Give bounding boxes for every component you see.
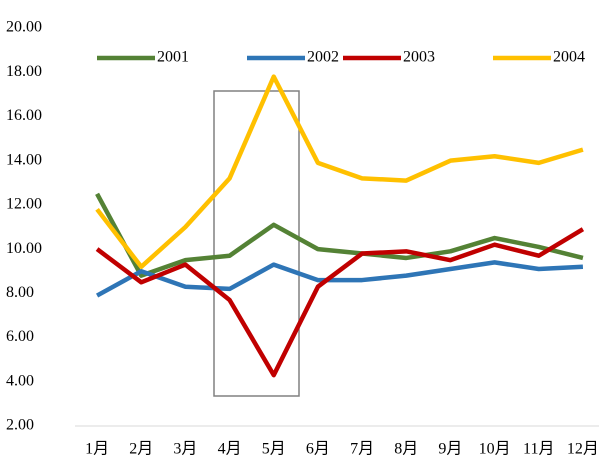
x-tick-label: 11月 [523,441,554,458]
x-tick-label: 12月 [567,441,599,458]
y-tick-label: 8.00 [6,284,34,301]
y-tick-label: 12.00 [6,196,42,213]
x-tick-label: 10月 [479,441,511,458]
x-tick-label: 4月 [218,441,242,458]
series-line [95,192,584,278]
x-tick-label: 7月 [350,441,374,458]
legend-label: 2002 [307,49,339,66]
legend-label: 2004 [553,49,585,66]
y-tick-label: 6.00 [6,328,34,345]
y-tick-label: 16.00 [6,107,42,124]
y-tick-label: 2.00 [6,417,34,434]
x-tick-label: 6月 [306,441,330,458]
legend-label: 2003 [403,49,435,66]
y-tick-label: 20.00 [6,19,42,36]
legend-label: 2001 [157,49,189,66]
series-line [95,227,585,378]
series-line [95,74,584,270]
y-tick-label: 4.00 [6,372,34,389]
x-tick-label: 2月 [129,441,153,458]
x-tick-label: 5月 [262,441,286,458]
y-tick-label: 18.00 [6,63,42,80]
x-tick-label: 1月 [85,441,109,458]
x-tick-label: 9月 [438,441,462,458]
y-tick-label: 10.00 [6,240,42,257]
series-line [95,260,584,298]
y-tick-label: 14.00 [6,151,42,168]
x-tick-label: 3月 [173,441,197,458]
x-tick-label: 8月 [394,441,418,458]
highlight-box [213,90,300,397]
